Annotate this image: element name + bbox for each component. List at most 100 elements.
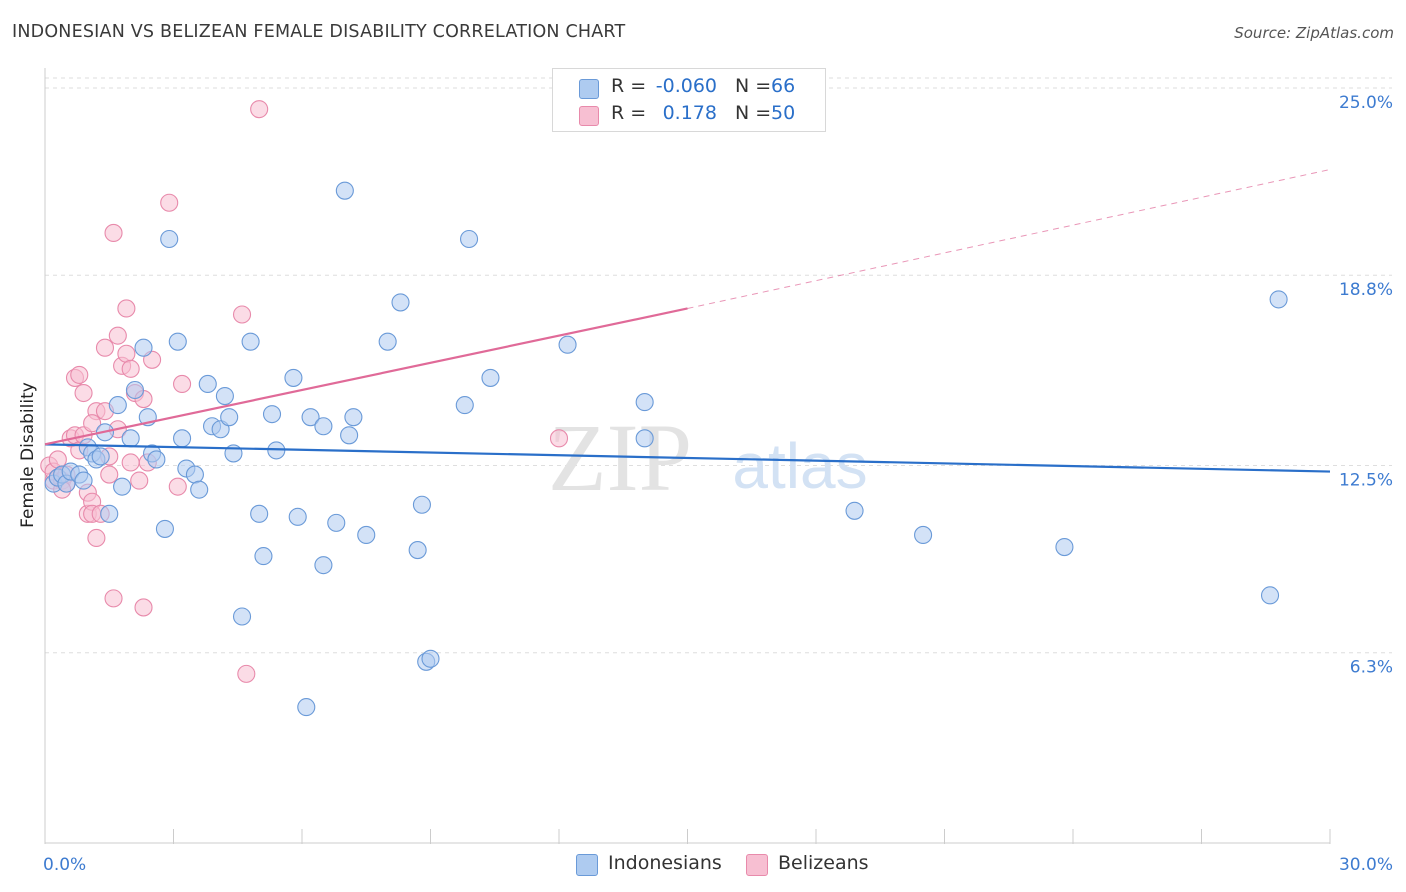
belizean-point xyxy=(83,414,102,433)
n-label: N = xyxy=(735,102,772,124)
legend-row-belizeans: R = 0.178 N = 50 xyxy=(553,102,825,129)
r-value: 0.178 xyxy=(662,102,717,124)
indonesian-point xyxy=(160,229,179,249)
indonesian-point xyxy=(1055,537,1074,557)
legend-row-indonesians: R = -0.060 N = 66 xyxy=(553,75,825,102)
indonesian-point xyxy=(314,417,333,436)
indonesian-point xyxy=(357,525,376,545)
trend-lines xyxy=(44,169,1331,473)
indonesian-point xyxy=(215,386,234,406)
belizeans-points xyxy=(40,100,569,683)
chart-title: INDONESIAN VS BELIZEAN FEMALE DISABILITY… xyxy=(12,22,626,42)
belizean-point xyxy=(130,471,149,490)
y-tick-label: 12.5% xyxy=(1339,471,1393,491)
indonesian-point xyxy=(74,471,93,490)
belizean-point xyxy=(121,453,140,472)
indonesian-point xyxy=(314,556,333,575)
indonesian-point xyxy=(455,396,474,415)
indonesian-point xyxy=(147,450,166,469)
indonesian-point xyxy=(297,698,316,717)
indonesian-point xyxy=(125,380,144,400)
series-name: Belizeans xyxy=(778,852,869,874)
indonesian-point xyxy=(113,477,132,496)
indonesian-point xyxy=(185,465,204,484)
y-tick-label: 18.8% xyxy=(1339,280,1393,300)
indonesian-point xyxy=(412,495,431,514)
belizean-point xyxy=(104,223,123,243)
indonesian-point xyxy=(635,393,654,412)
indonesian-point xyxy=(241,332,260,351)
indonesian-point xyxy=(327,513,346,532)
indonesian-point xyxy=(91,447,110,466)
y-tick-label: 25.0% xyxy=(1339,93,1393,113)
x-tick-label: 0.0% xyxy=(43,855,86,875)
belizean-point xyxy=(108,326,127,345)
belizean-point xyxy=(121,359,140,378)
indonesian-point xyxy=(421,649,440,668)
axes xyxy=(44,68,1331,844)
grid-lines xyxy=(45,77,1392,654)
belizean-point xyxy=(250,100,269,119)
indonesian-point xyxy=(108,396,127,415)
y-axis-label: Female Disability xyxy=(18,382,38,528)
belizean-point xyxy=(232,305,252,324)
indonesian-point xyxy=(250,504,269,523)
indonesian-point xyxy=(155,519,174,538)
belizean-point xyxy=(74,383,93,403)
belizean-point xyxy=(117,344,136,363)
belizean-point xyxy=(104,589,123,608)
belizean-point xyxy=(87,528,106,548)
indonesian-point xyxy=(121,429,140,448)
indonesian-point xyxy=(914,525,933,545)
indonesian-point xyxy=(635,429,654,448)
indonesian-point xyxy=(134,338,153,357)
n-value: 50 xyxy=(771,102,796,124)
indonesian-point xyxy=(262,405,282,424)
series-name: Indonesians xyxy=(608,852,722,874)
indonesian-point xyxy=(198,374,217,394)
indonesian-point xyxy=(391,293,410,312)
r-label: R = xyxy=(611,75,647,97)
belizean-point xyxy=(70,365,89,384)
belizean-point xyxy=(168,477,187,496)
x-tick-label: 30.0% xyxy=(1339,855,1393,875)
n-label: N = xyxy=(735,75,772,97)
correlation-legend: R = -0.060 N = 66 R = 0.178 N = 50 xyxy=(552,68,826,132)
indonesian-point xyxy=(232,607,252,626)
belizeans-trend-extension xyxy=(687,169,1331,309)
indonesian-point xyxy=(100,504,119,523)
indonesian-point xyxy=(378,332,397,351)
belizean-point xyxy=(48,450,67,469)
tick-labels: 6.3% 12.5% 18.8% 25.0% 0.0% 30.0% xyxy=(43,93,1393,875)
source-credit: Source: ZipAtlas.com xyxy=(1234,24,1394,42)
series-swatch xyxy=(576,854,598,876)
watermark-atlas: atlas xyxy=(732,430,867,502)
n-value: 66 xyxy=(771,75,796,97)
indonesian-point xyxy=(481,368,500,387)
indonesian-point xyxy=(344,408,363,427)
belizean-point xyxy=(100,465,119,484)
legend-swatch xyxy=(579,106,599,126)
indonesian-point xyxy=(408,541,427,560)
belizean-point xyxy=(117,299,136,318)
indonesian-point xyxy=(168,332,187,351)
y-tick-label: 6.3% xyxy=(1350,658,1393,678)
belizean-point xyxy=(95,338,115,357)
belizean-point xyxy=(160,193,179,212)
indonesian-point xyxy=(1260,586,1280,605)
r-value: -0.060 xyxy=(655,75,717,97)
indonesians-trend-line xyxy=(44,443,1331,473)
indonesian-point xyxy=(459,229,479,249)
belizeans-trend-line xyxy=(44,307,688,446)
belizean-point xyxy=(134,598,153,617)
indonesian-point xyxy=(335,181,354,200)
indonesian-point xyxy=(558,335,577,354)
indonesian-point xyxy=(301,408,320,427)
indonesian-point xyxy=(220,408,239,427)
indonesian-point xyxy=(288,507,307,526)
indonesian-point xyxy=(173,429,192,448)
indonesian-point xyxy=(284,368,303,387)
belizean-point xyxy=(237,664,256,683)
indonesian-point xyxy=(845,501,864,520)
